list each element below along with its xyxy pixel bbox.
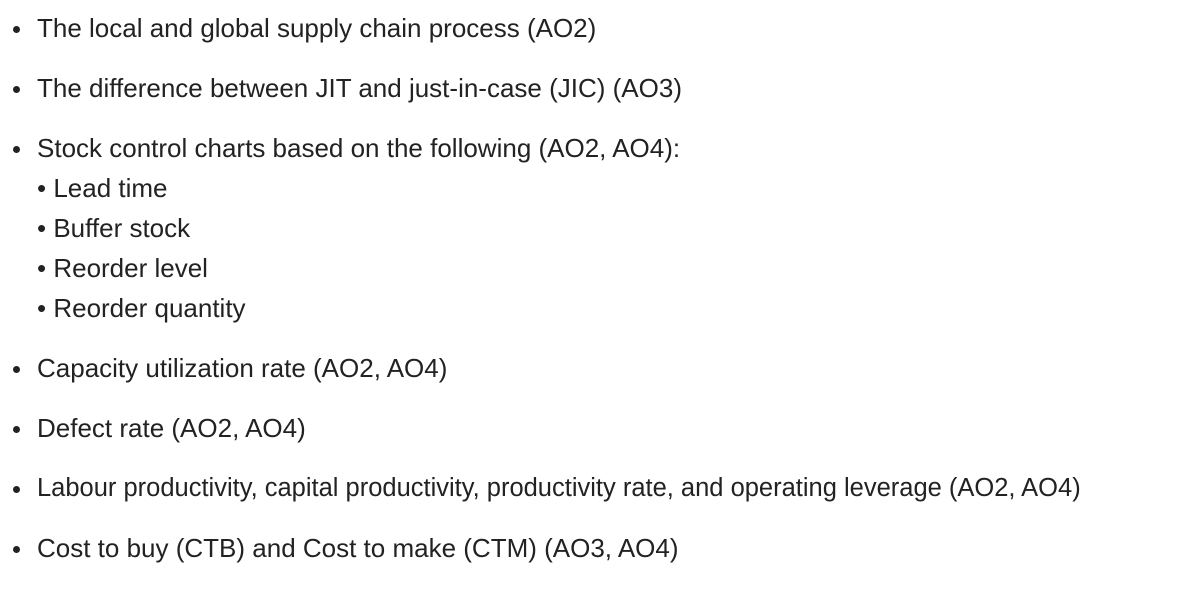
bullet-icon xyxy=(13,486,20,493)
bullet-icon xyxy=(13,426,20,433)
bullet-icon xyxy=(13,26,20,33)
bullet-icon xyxy=(13,86,20,93)
bullet-icon xyxy=(13,366,20,373)
item-text: Defect rate (AO2, AO4) xyxy=(37,413,306,443)
sub-list-item: • Reorder level xyxy=(37,253,208,283)
item-text: The local and global supply chain proces… xyxy=(37,13,597,43)
bullet-icon xyxy=(13,146,20,153)
item-text: Capacity utilization rate (AO2, AO4) xyxy=(37,353,448,383)
item-text: Labour productivity, capital productivit… xyxy=(37,474,1081,502)
item-text: The difference between JIT and just-in-c… xyxy=(37,73,682,103)
sub-list-item: • Buffer stock xyxy=(37,213,191,243)
sub-list-item: • Reorder quantity xyxy=(37,293,246,323)
item-text: Stock control charts based on the follow… xyxy=(37,133,681,163)
bullet-icon xyxy=(13,546,20,553)
sub-list-item: • Lead time xyxy=(37,173,168,203)
item-text: Cost to buy (CTB) and Cost to make (CTM)… xyxy=(37,533,679,563)
